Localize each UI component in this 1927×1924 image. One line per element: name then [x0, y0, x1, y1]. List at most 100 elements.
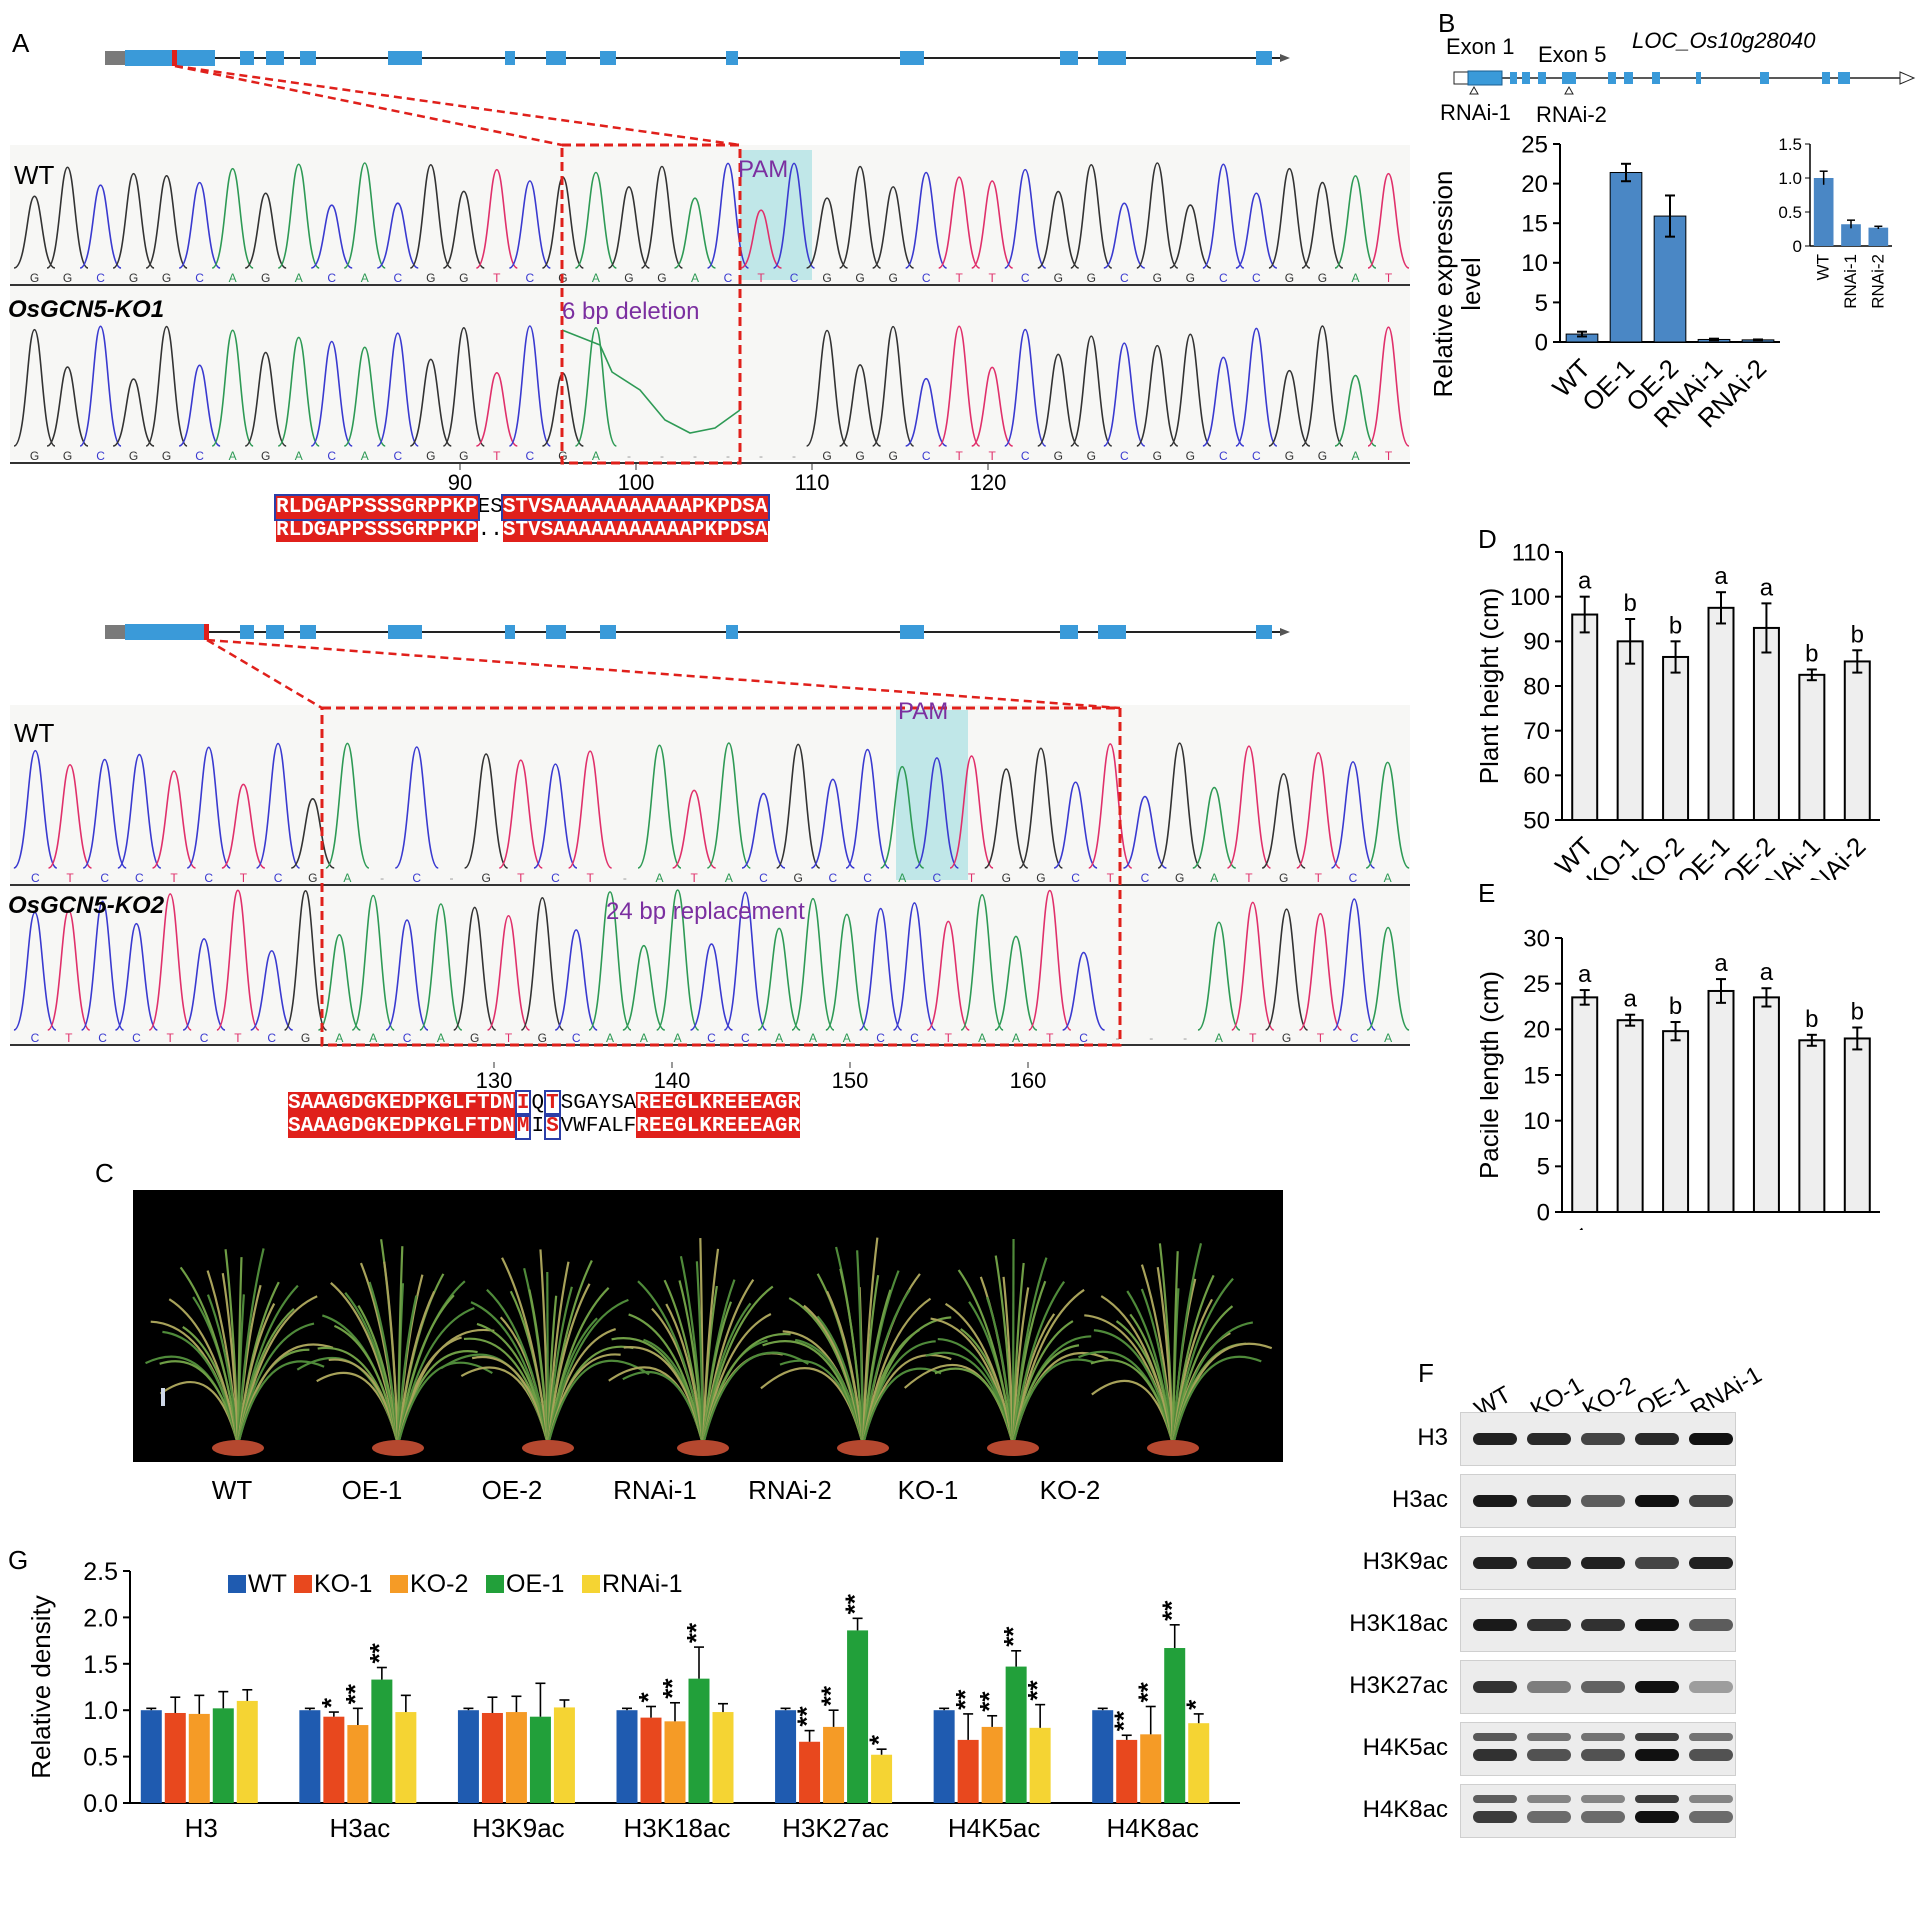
base-call: G — [1054, 449, 1063, 463]
g-bar-KO-1-H4K5ac — [957, 1739, 979, 1803]
trace-peak — [277, 336, 320, 447]
trace-peak — [845, 748, 890, 869]
inset-x-label: WT — [1814, 254, 1833, 280]
base-call: C — [327, 449, 336, 463]
base-call: G — [822, 271, 831, 285]
trace-peak — [409, 358, 452, 447]
significance-letter: a — [1760, 574, 1774, 601]
base-call: G — [1036, 871, 1045, 885]
trace-peak — [880, 765, 925, 869]
trace-peak — [1298, 912, 1343, 1031]
blot-band — [1581, 1733, 1625, 1741]
aln-bot-r1-mid: SGAYSA — [560, 1092, 637, 1115]
g-bar-KO-2-H3K27ac — [823, 1726, 845, 1803]
trace-peak — [1018, 747, 1064, 869]
base-call: G — [129, 271, 138, 285]
trace-peak — [1157, 742, 1202, 869]
g-bar-KO-2-H4K5ac — [981, 1726, 1003, 1803]
base-call: - — [1149, 1031, 1153, 1045]
ruler-bottom: 130 140 150 160 — [476, 1062, 1046, 1093]
trace-peak — [858, 907, 903, 1031]
plant-4 — [608, 1238, 809, 1456]
photo-label-OE-1: OE-1 — [341, 1475, 403, 1505]
blot-band — [1527, 1433, 1571, 1445]
photo-label-RNAi-1: RNAi-1 — [613, 1475, 697, 1505]
g-bar-KO-1-H3ac — [323, 1716, 345, 1803]
trace-peak — [1331, 761, 1375, 869]
trace-peak — [343, 346, 386, 447]
x-category-label: WT — [1549, 1223, 1599, 1230]
g-significance-star: ** — [998, 1626, 1028, 1647]
bar-OE-1 — [1707, 989, 1735, 1214]
bar-KO-2 — [1662, 1030, 1690, 1213]
base-call: C — [1071, 871, 1080, 885]
trace-peak — [310, 204, 353, 269]
base-call: C — [922, 449, 931, 463]
significance-letter: b — [1623, 590, 1636, 617]
ruler-tick: 100 — [618, 470, 655, 495]
base-call: C — [1120, 449, 1129, 463]
trace-peak — [385, 919, 429, 1031]
aln-bot-r2-left: SAAAGDGKEDPKGLFTDN — [288, 1115, 515, 1138]
gene-model-top — [105, 50, 1290, 66]
base-call: T — [65, 1031, 73, 1045]
blot-band — [1473, 1733, 1517, 1741]
trace-peak — [825, 913, 869, 1031]
trace-peak — [1231, 901, 1275, 1031]
base-call: C — [195, 271, 204, 285]
blot-row-label-H4K8ac: H4K8ac — [1362, 1796, 1448, 1823]
trace-peak — [1367, 172, 1410, 269]
blot-row-label-H3K9ac: H3K9ac — [1362, 1548, 1448, 1575]
trace-peak — [1028, 889, 1072, 1031]
trace-peak — [520, 897, 565, 1031]
base-call: C — [31, 1031, 40, 1045]
x-category-label: OE-2 — [1717, 1223, 1781, 1230]
aln-bot-r2-mid: VWFALF — [560, 1115, 637, 1138]
trace-peak — [971, 180, 1014, 269]
base-call: A — [1215, 1031, 1223, 1045]
g-x-category: H4K8ac — [1106, 1813, 1199, 1843]
photo-label-KO-1: KO-1 — [897, 1475, 959, 1505]
pot — [677, 1440, 729, 1456]
trace-peak — [376, 332, 420, 447]
base-call: T — [170, 871, 178, 885]
g-bar-KO-2-H3ac — [347, 1725, 369, 1803]
chromatogram-wt-top — [13, 162, 1410, 269]
blot-band — [1635, 1749, 1679, 1761]
y-tick-label: 110 — [1512, 540, 1550, 566]
blot-band — [1689, 1795, 1733, 1803]
base-call: C — [1141, 871, 1150, 885]
g-significance-star: * — [316, 1697, 346, 1708]
base-call: G — [794, 871, 803, 885]
trace-peak — [46, 366, 89, 447]
protein-alignment-bottom: SAAAGDGKEDPKGLFTDNIQTSGAYSAREEGLKREEEAGR… — [288, 1090, 801, 1140]
g-significance-star: ** — [681, 1622, 711, 1643]
base-call: - — [1115, 1031, 1119, 1045]
g-x-category: H3K9ac — [472, 1813, 565, 1843]
base-call: G — [308, 871, 317, 885]
legend-swatch-KO-2 — [390, 1575, 408, 1593]
blot-band — [1527, 1749, 1571, 1761]
trace-peak — [1268, 369, 1311, 447]
ruler-top: 90 100 110 120 — [448, 464, 1006, 495]
trace-peak — [112, 378, 155, 447]
trace-peak — [1235, 192, 1278, 269]
trace-peak — [475, 168, 518, 269]
base-call: G — [63, 449, 72, 463]
bar-KO-1 — [1616, 640, 1644, 822]
significance-letter: a — [1714, 950, 1728, 977]
base-call: - — [660, 449, 664, 463]
base-call: G — [888, 449, 897, 463]
trace-peak — [114, 922, 158, 1031]
base-call: A — [606, 1031, 614, 1045]
base-call: A — [361, 449, 369, 463]
base-call: G — [481, 871, 490, 885]
base-call: A — [335, 1031, 343, 1045]
pot — [522, 1440, 574, 1456]
base-call: G — [459, 271, 468, 285]
base-call: A — [1012, 1031, 1020, 1045]
trace-peak — [1367, 326, 1410, 447]
base-call: A — [369, 1031, 377, 1045]
exon1-label: Exon 1 — [1446, 34, 1515, 59]
g-significance-star: ** — [816, 1685, 846, 1706]
